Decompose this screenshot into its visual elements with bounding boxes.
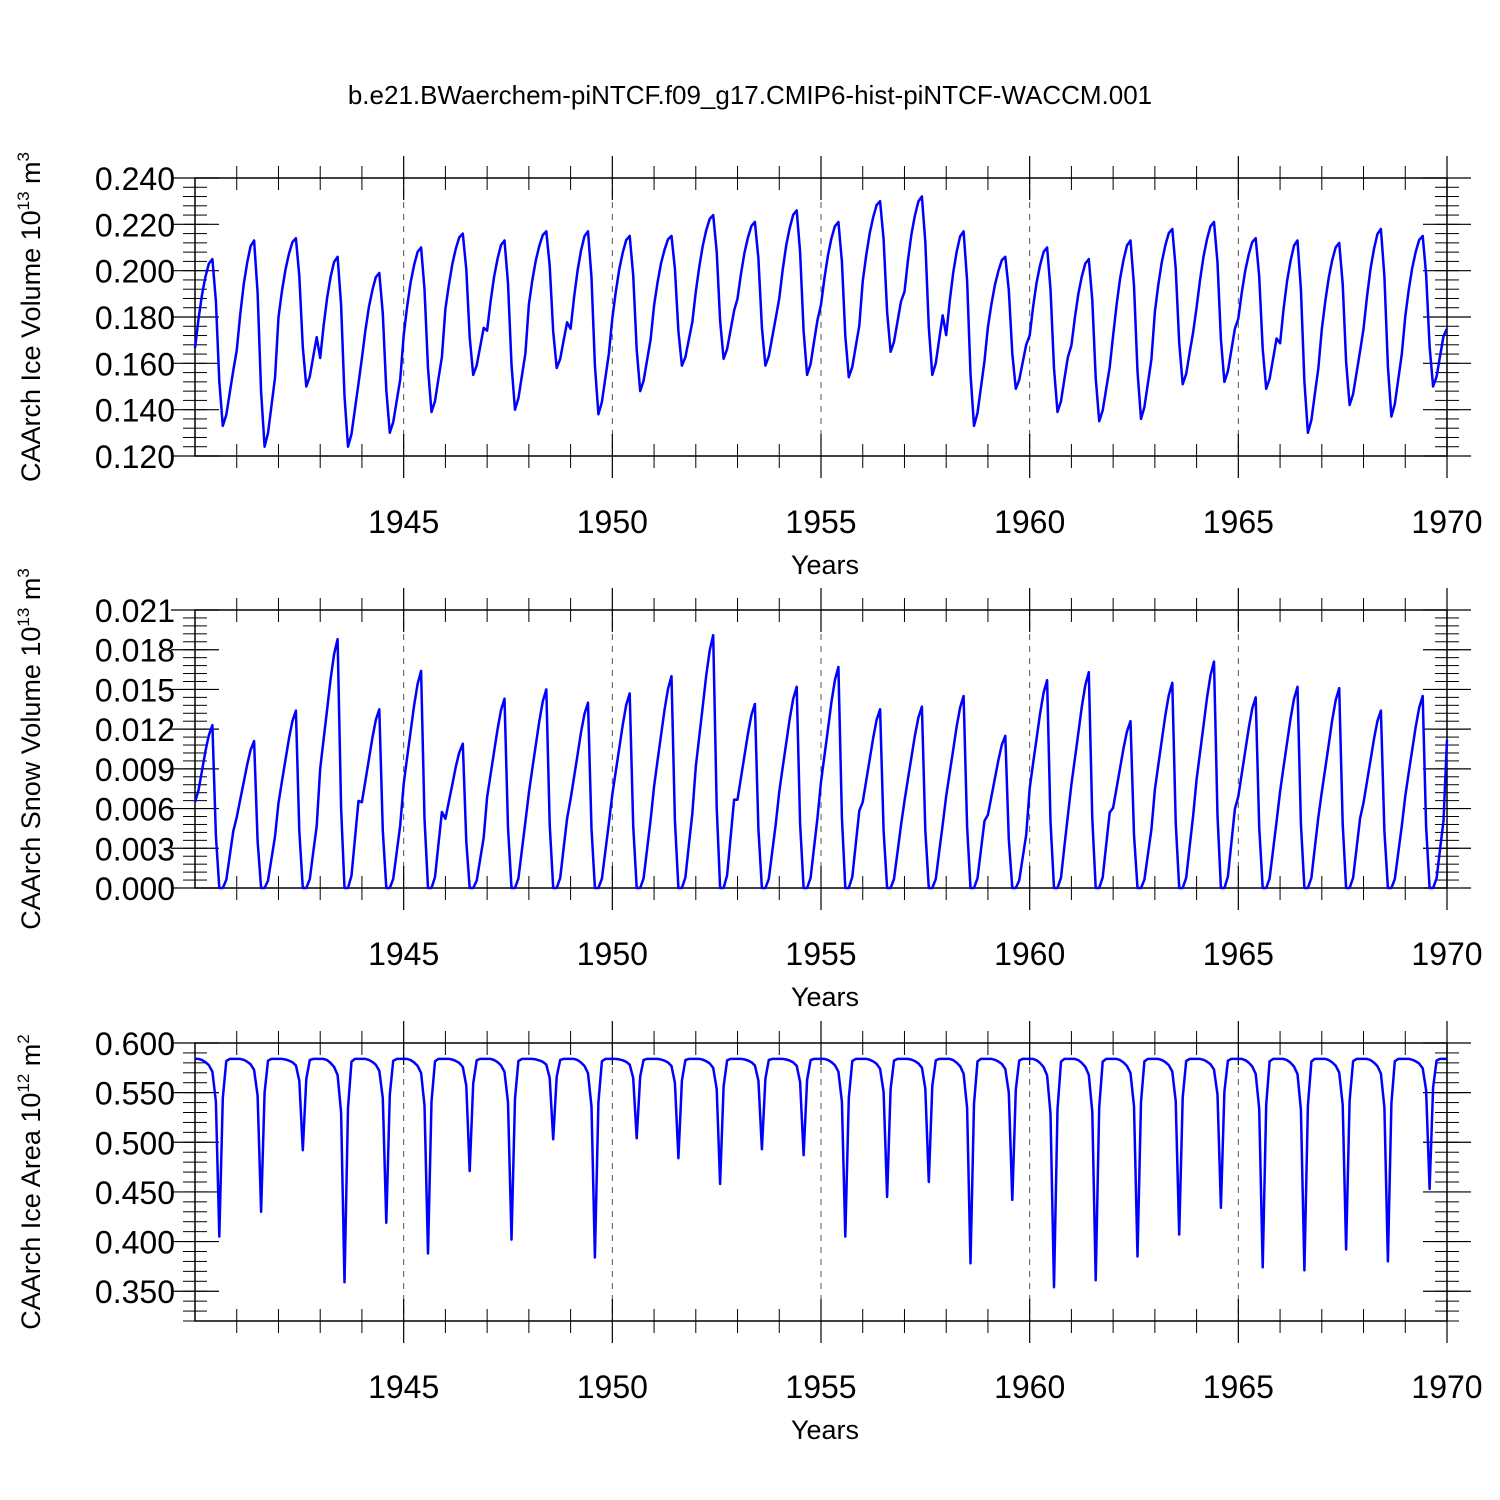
x-tick-label: 1950 xyxy=(577,1369,648,1405)
ice-area-panel: 1945 1950 1955 1960 1965 1970 0.350 0.400 0.450 0… xyxy=(14,1021,1483,1445)
x-tick-label: 1960 xyxy=(994,936,1065,972)
plot-frame xyxy=(194,1042,1448,1322)
x-tick-label: 1945 xyxy=(368,1369,439,1405)
y-tick-label: 0.220 xyxy=(95,207,175,243)
y-tick-label: 0.450 xyxy=(95,1175,175,1211)
y-axis-label: CAArch Ice Area 1012 m2 xyxy=(14,1034,46,1330)
y-tick-label: 0.006 xyxy=(95,792,175,828)
y-tick-label: 0.350 xyxy=(95,1274,175,1310)
x-tick-label: 1955 xyxy=(785,504,856,540)
x-tick-label: 1950 xyxy=(577,504,648,540)
y-tick-label: 0.120 xyxy=(95,439,175,475)
x-tick-label: 1970 xyxy=(1411,936,1482,972)
y-tick-label: 0.180 xyxy=(95,300,175,336)
series-line xyxy=(193,195,1449,448)
x-tick-label: 1945 xyxy=(368,504,439,540)
y-axis-label: CAArch Ice Volume 1013 m3 xyxy=(14,152,46,482)
x-tick-label: 1950 xyxy=(577,936,648,972)
y-tick-label: 0.003 xyxy=(95,831,175,867)
y-tick-label: 0.400 xyxy=(95,1225,175,1261)
plot-frame xyxy=(194,177,1448,457)
x-axis-label: Years xyxy=(791,982,859,1012)
y-tick-label: 0.240 xyxy=(95,161,175,197)
ice-volume-panel: 1945 1950 1955 1960 1965 1970 0.120 0.140 0.160 0… xyxy=(14,152,1483,580)
x-tick-label: 1960 xyxy=(994,504,1065,540)
x-tick-label: 1960 xyxy=(994,1369,1065,1405)
x-tick-label: 1955 xyxy=(785,1369,856,1405)
x-tick-label: 1945 xyxy=(368,936,439,972)
x-axis-label: Years xyxy=(791,550,859,580)
y-tick-label: 0.012 xyxy=(95,712,175,748)
series-line xyxy=(195,1057,1447,1289)
x-tick-label: 1970 xyxy=(1411,504,1482,540)
y-tick-label: 0.500 xyxy=(95,1125,175,1161)
x-tick-label: 1970 xyxy=(1411,1369,1482,1405)
x-axis-label: Years xyxy=(791,1415,859,1445)
y-tick-label: 0.140 xyxy=(95,393,175,429)
y-tick-label: 0.018 xyxy=(95,633,175,669)
x-tick-label: 1965 xyxy=(1203,1369,1274,1405)
y-tick-label: 0.550 xyxy=(95,1076,175,1112)
x-tick-label: 1965 xyxy=(1203,936,1274,972)
y-tick-label: 0.200 xyxy=(95,254,175,290)
y-tick-label: 0.600 xyxy=(95,1026,175,1062)
y-tick-label: 0.015 xyxy=(95,672,175,708)
y-tick-label: 0.000 xyxy=(95,871,175,907)
y-tick-label: 0.021 xyxy=(95,593,175,629)
x-tick-label: 1965 xyxy=(1203,504,1274,540)
figure-title: b.e21.BWaerchem-piNTCF.f09_g17.CMIP6-his… xyxy=(348,80,1152,110)
series-line xyxy=(193,633,1449,890)
y-tick-label: 0.160 xyxy=(95,346,175,382)
y-tick-label: 0.009 xyxy=(95,752,175,788)
y-axis-label: CAArch Snow Volume 1013 m3 xyxy=(14,568,46,930)
x-tick-label: 1955 xyxy=(785,936,856,972)
